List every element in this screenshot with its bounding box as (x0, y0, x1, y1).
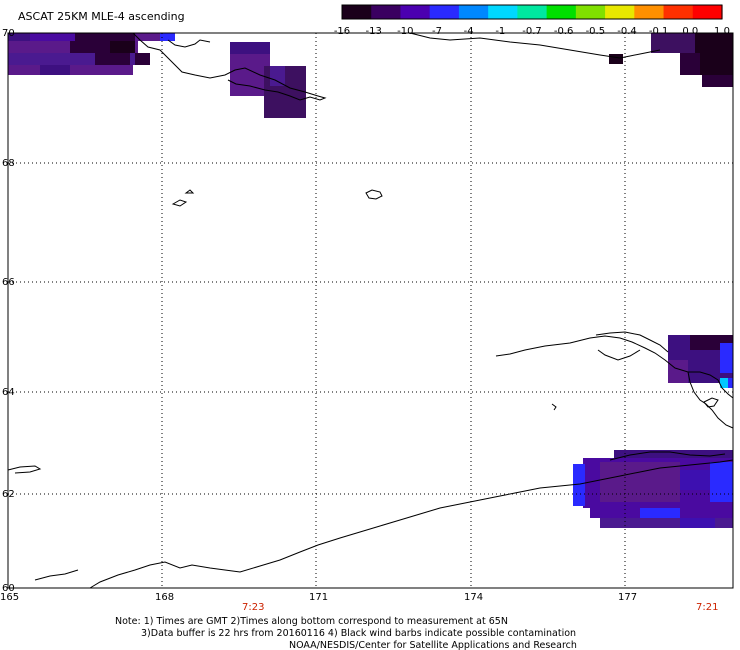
lon-label: 168 (155, 592, 174, 603)
map-title: ASCAT 25KM MLE-4 ascending (18, 10, 185, 23)
colorbar-tick-label: -0.1 (649, 26, 669, 37)
colorbar-tick-label: -16 (334, 26, 350, 37)
colorbar-tick-label: -10 (397, 26, 413, 37)
colorbar-swatch (692, 5, 723, 19)
colorbar-tick-label: 0.0 (682, 26, 698, 37)
colorbar-tick-label: -4 (464, 26, 474, 37)
lat-label: 66 (2, 277, 15, 288)
swath-patch-top-right (609, 33, 733, 87)
colorbar-swatch (634, 5, 665, 19)
swath-data (8, 33, 733, 528)
plot-frame (7, 32, 734, 589)
colorbar-tick-label: -0.6 (554, 26, 574, 37)
lon-label: 165 (0, 592, 19, 603)
lon-label: 177 (618, 592, 637, 603)
lon-label: 171 (309, 592, 328, 603)
time-label-left: 7:23 (242, 602, 264, 613)
time-label-right: 7:21 (696, 602, 718, 613)
lat-label: 62 (2, 489, 15, 500)
colorbar-swatch (429, 5, 460, 19)
colorbar-swatch (663, 5, 694, 19)
swath-patch-bottom-right (573, 450, 733, 528)
coastline-north (132, 32, 327, 101)
colorbar-tick-label: -0.4 (617, 26, 637, 37)
colorbar-labels: -16 -13 -10 -7 -4 -1 -0.7 -0.6 -0.5 -0.4 -0.1 0.0 1.… (334, 26, 730, 37)
colorbar-tick-label: -1 (495, 26, 505, 37)
coastline-south (89, 459, 734, 589)
island-1 (365, 189, 383, 200)
colorbar-swatch (488, 5, 518, 19)
lat-label: 64 (2, 387, 15, 398)
longitude-labels: 165 168 171 174 177 (0, 592, 637, 603)
lat-label: 60 (2, 583, 15, 594)
colorbar: -16 -13 -10 -7 -4 -1 -0.7 -0.6 -0.5 -0.4 -0.1 0.0 1.… (334, 4, 730, 37)
coastlines (7, 32, 734, 589)
colorbar-tick-label: -7 (432, 26, 442, 37)
note-line-2: 3)Data buffer is 22 hrs from 20160116 4)… (141, 628, 576, 639)
colorbar-tick-label: -13 (365, 26, 381, 37)
colorbar-swatch (575, 5, 606, 19)
colorbar-swatch (517, 5, 548, 19)
colorbar-swatch (458, 5, 489, 19)
colorbar-frame (341, 4, 723, 20)
lat-label: 68 (2, 158, 15, 169)
colorbar-tick-label: -0.7 (522, 26, 542, 37)
colorbar-swatch (605, 5, 635, 19)
colorbar-swatches (342, 5, 723, 19)
colorbar-swatch (371, 5, 402, 19)
note-line-1: Note: 1) Times are GMT 2)Times along bot… (115, 616, 508, 627)
colorbar-swatch (342, 5, 372, 19)
colorbar-tick-label: 1.0 (714, 26, 730, 37)
swath-patch-top-left (8, 33, 175, 75)
coastline-mid-right (495, 335, 734, 399)
latitude-labels: 70 68 66 64 62 60 (2, 28, 15, 594)
colorbar-swatch (546, 5, 577, 19)
graticule (8, 33, 733, 588)
note-line-3: NOAA/NESDIS/Center for Satellite Applica… (289, 640, 577, 650)
lat-label: 70 (2, 28, 15, 39)
lon-label: 174 (464, 592, 483, 603)
colorbar-tick-label: -0.5 (586, 26, 606, 37)
swath-patch-mid-right (668, 335, 733, 388)
colorbar-swatch (400, 5, 431, 19)
swath-patch-top-center (230, 42, 306, 118)
